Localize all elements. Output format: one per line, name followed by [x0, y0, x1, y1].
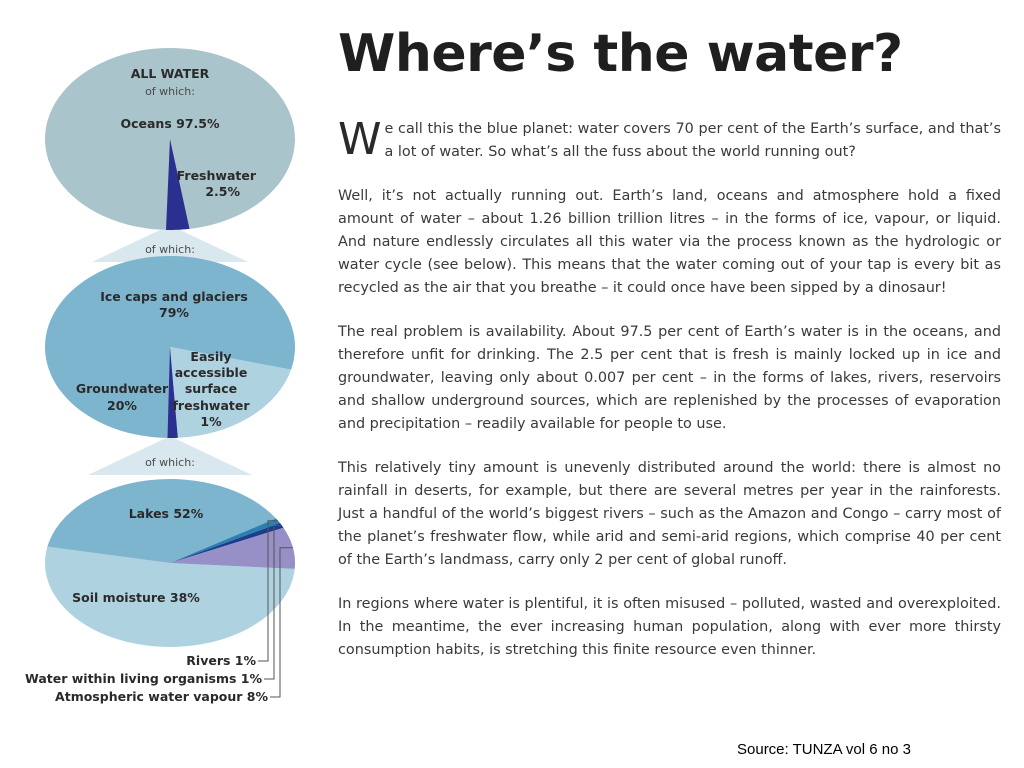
pie2-label-ice: Ice caps and glaciers — [100, 289, 248, 304]
pie3-label-soil: Soil moisture 38% — [72, 590, 200, 605]
pie2-slice-easily-accessible-surface-freshwater — [170, 347, 178, 438]
pie3-slice-water-within-living-organisms — [170, 523, 284, 563]
paragraph-1: Well, it’s not actually running out. Ear… — [338, 188, 1001, 296]
pie1-slice-freshwater — [170, 139, 190, 230]
source-caption: Source: TUNZA vol 6 no 3 — [737, 741, 911, 758]
pie2-label-surface-1: Easily — [190, 349, 231, 364]
connector-funnel-1 — [92, 230, 248, 262]
pie2-slice-groundwater — [170, 347, 292, 438]
pie1-label-freshwater-pct: 2.5% — [205, 184, 240, 199]
water-distribution-figure: ALL WATER of which: Oceans 97.5% Freshwa… — [25, 48, 296, 704]
pie1-subtitle: of which: — [145, 85, 195, 98]
pie-2 — [44, 256, 295, 438]
paragraph-4: In regions where water is plentiful, it … — [338, 596, 1001, 658]
pie2-label-surface-2: accessible — [175, 365, 248, 380]
pie2-highlight-easily-accessible-surface-freshwater — [167, 347, 173, 438]
connector-funnel-2 — [88, 438, 252, 475]
pie3-label-vapour: Atmospheric water vapour 8% — [55, 689, 268, 704]
pie3-label-rivers: Rivers 1% — [186, 653, 256, 668]
paragraph-2: The real problem is availability. About … — [338, 324, 1001, 432]
pie3-slice-rivers — [170, 518, 280, 563]
leader-line-atmospheric-water-vapour — [270, 547, 293, 698]
pie2-slice-ice-caps-and-glaciers — [44, 256, 295, 438]
paragraph-3: This relatively tiny amount is unevenly … — [338, 460, 1001, 568]
pie-1 — [44, 48, 295, 231]
pie2-label-ice-pct: 79% — [159, 305, 189, 320]
pie3-slice-soil-moisture — [47, 478, 277, 563]
leader-line-water-within-living-organisms — [264, 524, 282, 680]
connector2-label: of which: — [145, 456, 195, 469]
pie2-label-groundwater: Groundwater — [76, 381, 169, 396]
pie1-label-freshwater: Freshwater — [177, 168, 257, 183]
intro-text: e call this the blue planet: water cover… — [384, 121, 1001, 160]
pie1-label-oceans: Oceans 97.5% — [120, 116, 219, 131]
pie1-slice-oceans — [44, 48, 295, 231]
pie1-title: ALL WATER — [131, 66, 210, 81]
drop-cap: W — [338, 114, 382, 165]
pie3-slice-lakes — [45, 546, 295, 647]
pie2-label-surface-5: 1% — [200, 414, 222, 429]
pie2-label-surface-3: surface — [185, 381, 237, 396]
pie2-label-surface-4: freshwater — [172, 398, 250, 413]
pie-3 — [45, 478, 296, 647]
connector1-label: of which: — [145, 243, 195, 256]
pie3-slice-atmospheric-water-vapour — [170, 527, 296, 569]
pie3-label-lakes: Lakes 52% — [129, 506, 204, 521]
pie2-label-groundwater-pct: 20% — [107, 398, 137, 413]
pie1-highlight-freshwater — [166, 139, 174, 230]
leader-line-rivers — [258, 520, 278, 662]
pie3-label-organisms: Water within living organisms 1% — [25, 671, 262, 686]
article-title: Where’s the water? — [338, 24, 903, 84]
